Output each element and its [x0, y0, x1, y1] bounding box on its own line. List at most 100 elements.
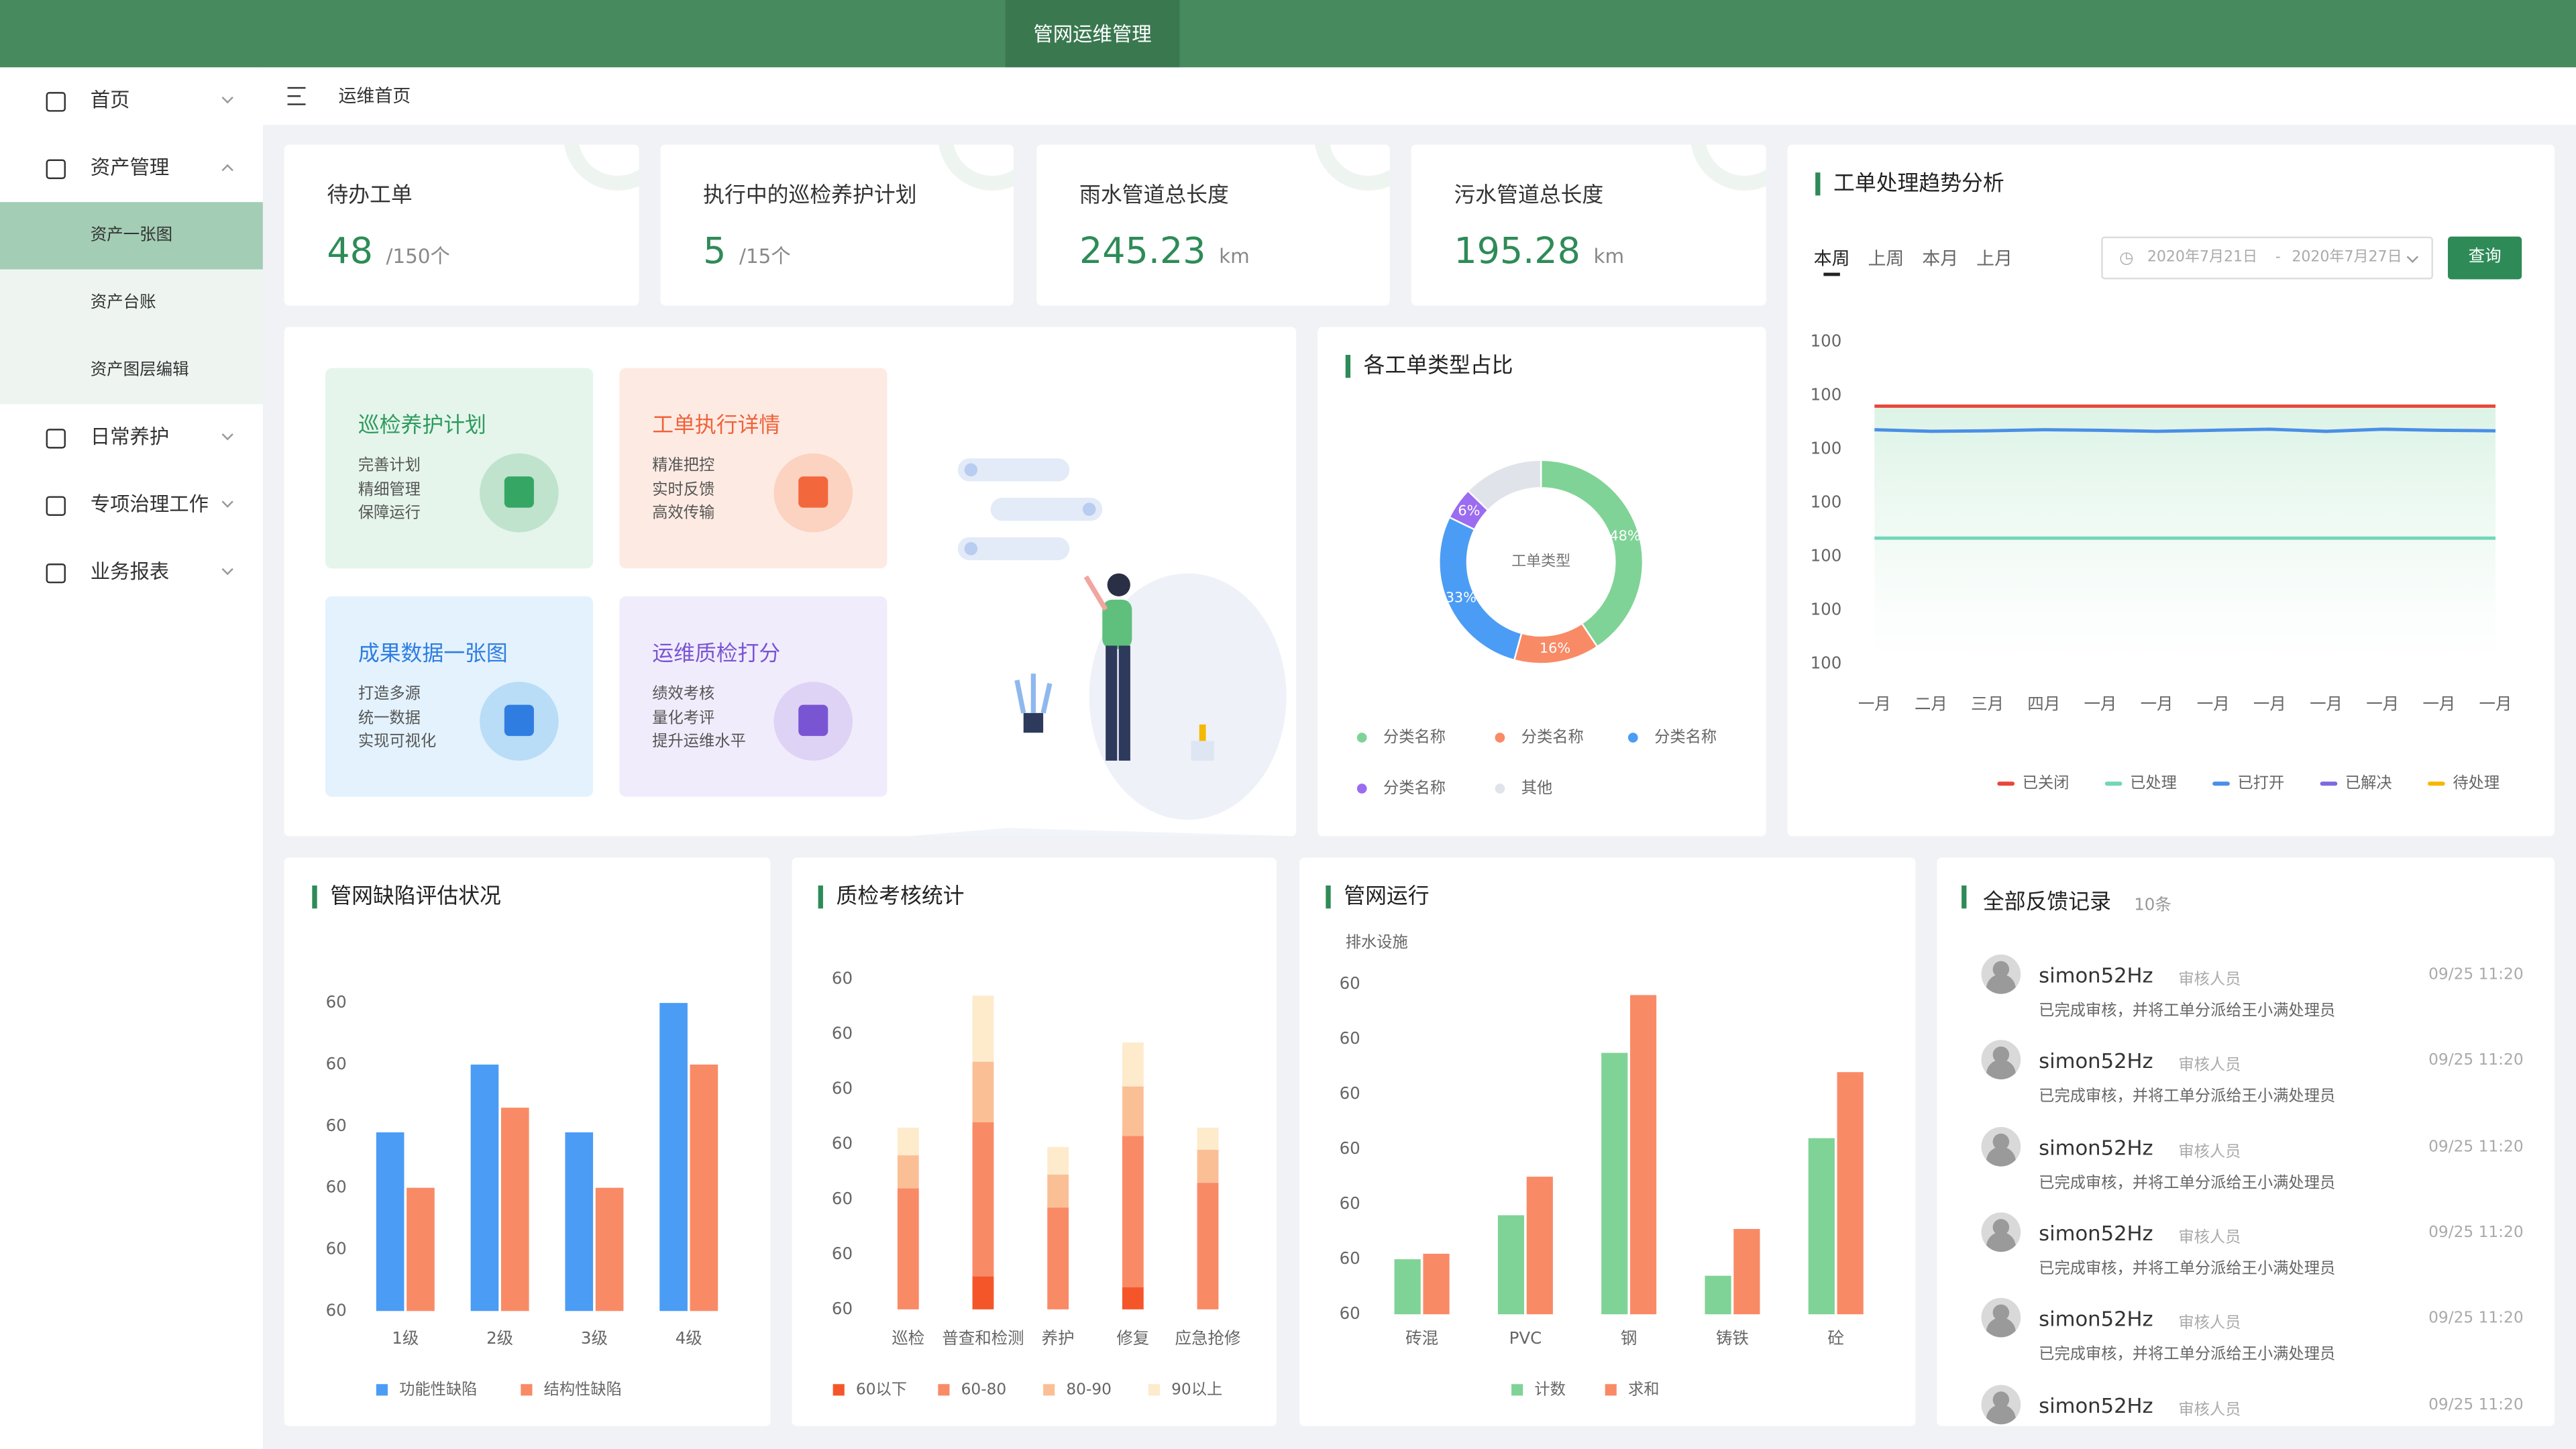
- feedback-record[interactable]: simon52Hz 审核人员 09/25 11:20: [1937, 1384, 2555, 1426]
- submenu-item[interactable]: 资产一张图: [0, 202, 263, 270]
- legend-label: 已处理: [2130, 774, 2177, 792]
- feedback-record[interactable]: simon52Hz 审核人员 09/25 11:20 已完成审核，并将工单分派给王小满…: [1937, 954, 2555, 1050]
- x-tick-label: 一月: [2197, 694, 2230, 714]
- record-role: 审核人员: [2178, 1228, 2241, 1247]
- stat-label: 雨水管道总长度: [1079, 184, 1229, 209]
- date-separator: -: [2275, 250, 2281, 266]
- stat-unit: /15个: [739, 244, 791, 268]
- period-tab[interactable]: 上月: [1976, 248, 2013, 270]
- record-name: simon52Hz: [2039, 1306, 2153, 1332]
- bar-segment: [1122, 1287, 1144, 1309]
- feature-card[interactable]: 巡检养护计划 完善计划 精细管理 保障运行: [325, 368, 594, 569]
- menu-toggle-icon[interactable]: [287, 87, 306, 105]
- stat-value: 245.23: [1079, 231, 1206, 273]
- legend-label: 求和: [1628, 1380, 1660, 1398]
- app-title[interactable]: 管网运维管理: [1005, 0, 1180, 68]
- record-name: simon52Hz: [2039, 1049, 2153, 1073]
- menu-item[interactable]: 日常养护: [0, 404, 263, 471]
- bar: [690, 1064, 718, 1311]
- feature-card[interactable]: 运维质检打分 绩效考核 量化考评 提升运维水平: [619, 596, 888, 797]
- legend-swatch: [1511, 1384, 1523, 1396]
- feedback-record[interactable]: simon52Hz 审核人员 09/25 11:20 已完成审核，并将工单分派给王小满…: [1937, 1298, 2555, 1393]
- record-time: 09/25 11:20: [2428, 1309, 2524, 1328]
- date-range[interactable]: ◷ 2020年7月21日 - 2020年7月27日: [2101, 236, 2433, 280]
- bar-segment: [1047, 1174, 1069, 1208]
- feedback-record[interactable]: simon52Hz 审核人员 09/25 11:20 已完成审核，并将工单分派给王小满…: [1937, 1126, 2555, 1222]
- bar-segment: [897, 1155, 919, 1189]
- chart-title: 管网缺陷评估状况: [330, 883, 501, 908]
- query-button[interactable]: 查询: [2447, 236, 2522, 280]
- y-tick-label: 60: [1340, 1028, 1360, 1048]
- y-tick-label: 60: [1340, 1083, 1360, 1103]
- legend-swatch: [1356, 733, 1367, 743]
- y-tick-label: 100: [1811, 331, 1842, 350]
- submenu-label: 资产一张图: [90, 226, 173, 245]
- feature-line: 完善计划: [358, 456, 421, 475]
- slice-label: 48%: [1609, 528, 1640, 544]
- menu-item[interactable]: 首页: [0, 67, 263, 134]
- period-tab[interactable]: 上周: [1868, 248, 1904, 270]
- x-tick-label: 砼: [1828, 1328, 1844, 1348]
- feature-line: 打造多源: [358, 685, 421, 704]
- feedback-record[interactable]: simon52Hz 审核人员 09/25 11:20 已完成审核，并将工单分派给王小满…: [1937, 1040, 2555, 1136]
- feedback-panel: 全部反馈记录 10条 simon52Hz 审核人员 09/25 11:20 已完成审核…: [1937, 857, 2555, 1426]
- menu-label: 业务报表: [90, 560, 170, 584]
- bar-segment: [1197, 1149, 1219, 1183]
- x-tick-label: 3级: [581, 1328, 608, 1348]
- breadcrumb[interactable]: 运维首页: [338, 85, 411, 107]
- illustration: [908, 458, 1297, 837]
- feature-icon: [480, 682, 559, 761]
- record-time: 09/25 11:20: [2428, 1052, 2524, 1071]
- record-time: 09/25 11:20: [2428, 1224, 2524, 1242]
- feature-line: 精细管理: [358, 480, 421, 499]
- bar: [500, 1108, 529, 1311]
- stat-value: 48: [327, 231, 373, 273]
- x-tick-label: 钢: [1621, 1328, 1637, 1348]
- feature-line: 实现可视化: [358, 733, 437, 751]
- stat-card: 污水管道总长度 195.28 km: [1411, 144, 1766, 306]
- header: 管网运维管理: [0, 0, 2576, 68]
- line-series: [1874, 427, 2496, 433]
- stat-label: 污水管道总长度: [1454, 184, 1604, 209]
- submenu-label: 资产台账: [90, 294, 156, 313]
- feature-icon: [480, 453, 559, 533]
- feature-card[interactable]: 成果数据一张图 打造多源 统一数据 实现可视化: [325, 596, 594, 797]
- stat-value-row: 245.23 km: [1079, 231, 1250, 272]
- x-tick-label: 砖混: [1405, 1328, 1438, 1348]
- x-tick-label: 一月: [2310, 694, 2343, 714]
- y-tick-label: 100: [1811, 438, 1842, 458]
- legend-swatch: [1356, 784, 1367, 794]
- bar: [1705, 1275, 1731, 1315]
- x-tick-label: 二月: [1915, 694, 1947, 714]
- y-tick-label: 100: [1811, 492, 1842, 511]
- menu-item[interactable]: 专项治理工作: [0, 472, 263, 539]
- menu-icon: [46, 429, 66, 449]
- submenu-item[interactable]: 资产台账: [0, 269, 263, 337]
- bar: [565, 1132, 594, 1311]
- period-tab[interactable]: 本月: [1922, 248, 1959, 270]
- x-tick-label: 一月: [2366, 694, 2399, 714]
- stat-unit: km: [1219, 244, 1250, 268]
- menu-label: 首页: [90, 89, 130, 112]
- chart-title: 质检考核统计: [837, 883, 965, 908]
- feature-card[interactable]: 工单执行详情 精准把控 实时反馈 高效传输: [619, 368, 888, 569]
- avatar: [1981, 1040, 2021, 1080]
- legend-label: 60-80: [961, 1380, 1007, 1398]
- menu-item[interactable]: 资产管理: [0, 135, 263, 202]
- date-start: 2020年7月21日: [2147, 250, 2258, 266]
- bar-segment: [897, 1128, 919, 1156]
- icon-glyph: [798, 704, 828, 737]
- feedback-record[interactable]: simon52Hz 审核人员 09/25 11:20 已完成审核，并将工单分派给王小满…: [1937, 1212, 2555, 1307]
- submenu-item[interactable]: 资产图层编辑: [0, 337, 263, 405]
- quality-panel: [792, 857, 1277, 1426]
- y-tick-label: 100: [1811, 599, 1842, 619]
- menu-item[interactable]: 业务报表: [0, 539, 263, 606]
- record-role: 审核人员: [2178, 971, 2241, 989]
- feature-line: 统一数据: [358, 708, 421, 727]
- y-tick-label: 100: [1811, 653, 1842, 672]
- period-tab[interactable]: 本周: [1813, 248, 1850, 270]
- bar-segment: [972, 1061, 994, 1122]
- stat-card: 执行中的巡检养护计划 5/15个: [660, 144, 1014, 306]
- legend-label: 计数: [1534, 1380, 1566, 1398]
- bar-segment: [1122, 1086, 1144, 1136]
